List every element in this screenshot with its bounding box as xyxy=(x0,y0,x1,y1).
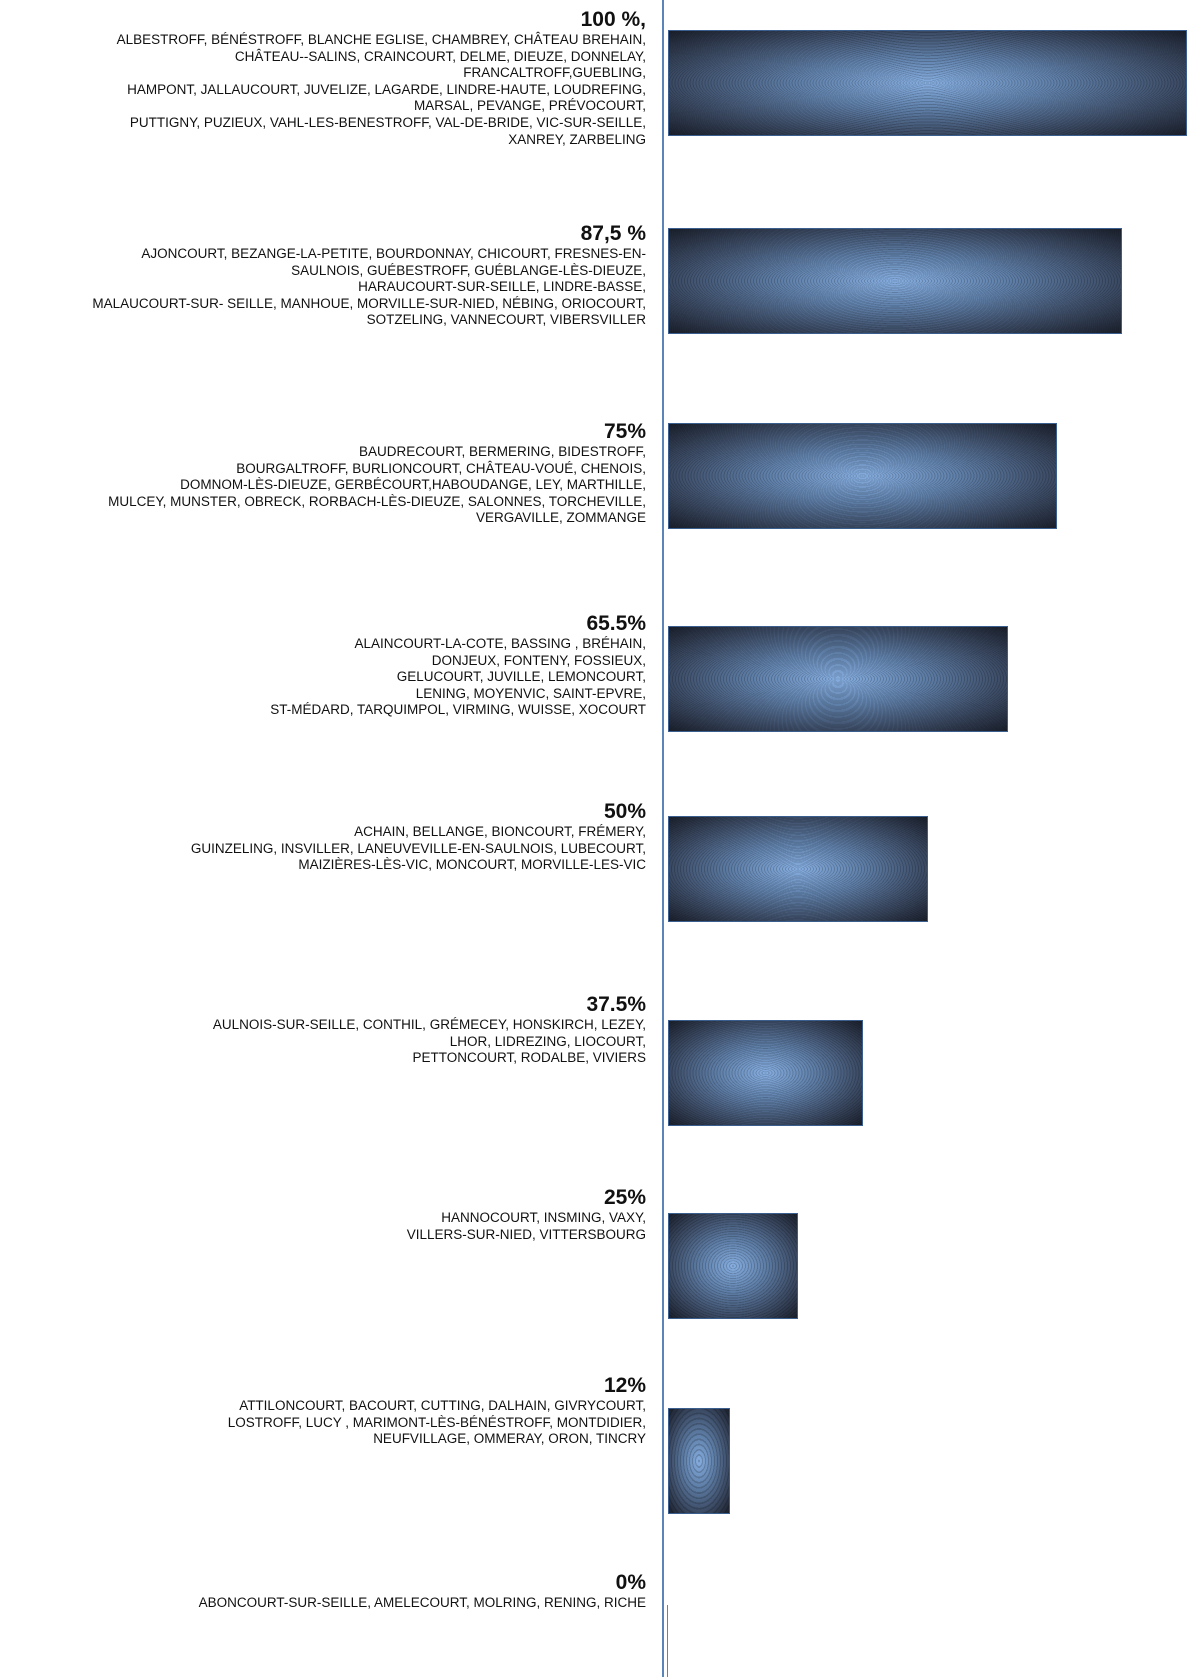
bar xyxy=(668,1020,863,1126)
category-label: 12% ATTILONCOURT, BACOURT, CUTTING, DALHA… xyxy=(6,1374,646,1448)
category-label: 37.5% AULNOIS-SUR-SEILLE, CONTHIL, GRÉMEC… xyxy=(6,993,646,1067)
category-label: 100 %, ALBESTROFF, BÉNÉSTROFF, BLANCHE EG… xyxy=(6,8,646,148)
commune-list: AULNOIS-SUR-SEILLE, CONTHIL, GRÉMECEY, H… xyxy=(212,1017,646,1066)
category-label: 65.5% ALAINCOURT-LA-COTE, BASSING , BRÉHA… xyxy=(6,612,646,719)
commune-list: ALAINCOURT-LA-COTE, BASSING , BRÉHAIN, D… xyxy=(270,636,646,718)
value-label: 37.5% xyxy=(586,993,646,1016)
value-label: 25% xyxy=(603,1186,646,1209)
bar xyxy=(668,228,1122,334)
commune-list: ALBESTROFF, BÉNÉSTROFF, BLANCHE EGLISE, … xyxy=(116,32,646,147)
category-label: 87,5 % AJONCOURT, BEZANGE-LA-PETITE, BOUR… xyxy=(6,222,646,329)
category-label: 0% ABONCOURT-SUR-SEILLE, AMELECOURT, MOLR… xyxy=(6,1571,646,1612)
bar xyxy=(668,30,1187,136)
bar xyxy=(668,423,1057,529)
value-label: 75% xyxy=(603,420,646,443)
commune-list: ACHAIN, BELLANGE, BIONCOURT, FRÉMERY, GU… xyxy=(190,824,646,873)
value-label: 50% xyxy=(603,800,646,823)
bar xyxy=(668,816,928,922)
value-label: 65.5% xyxy=(586,612,646,635)
category-label: 75% BAUDRECOURT, BERMERING, BIDESTROFF, B… xyxy=(6,420,646,527)
bar xyxy=(668,626,1008,732)
value-label: 0% xyxy=(615,1571,646,1594)
category-label: 50% ACHAIN, BELLANGE, BIONCOURT, FRÉMERY,… xyxy=(6,800,646,874)
value-label: 87,5 % xyxy=(580,222,646,245)
value-label: 12% xyxy=(603,1374,646,1397)
commune-list: ABONCOURT-SUR-SEILLE, AMELECOURT, MOLRIN… xyxy=(198,1595,646,1610)
commune-list: HANNOCOURT, INSMING, VAXY, VILLERS-SUR-N… xyxy=(406,1210,646,1242)
category-axis-line xyxy=(662,0,664,1677)
commune-list: BAUDRECOURT, BERMERING, BIDESTROFF, BOUR… xyxy=(108,444,646,526)
bar xyxy=(668,1213,798,1319)
category-label: 25% HANNOCOURT, INSMING, VAXY, VILLERS-SU… xyxy=(6,1186,646,1243)
bar-zero xyxy=(667,1605,668,1677)
commune-list: ATTILONCOURT, BACOURT, CUTTING, DALHAIN,… xyxy=(227,1398,646,1447)
bar xyxy=(668,1408,730,1514)
commune-list: AJONCOURT, BEZANGE-LA-PETITE, BOURDONNAY… xyxy=(92,246,646,328)
value-label: 100 %, xyxy=(580,8,646,31)
